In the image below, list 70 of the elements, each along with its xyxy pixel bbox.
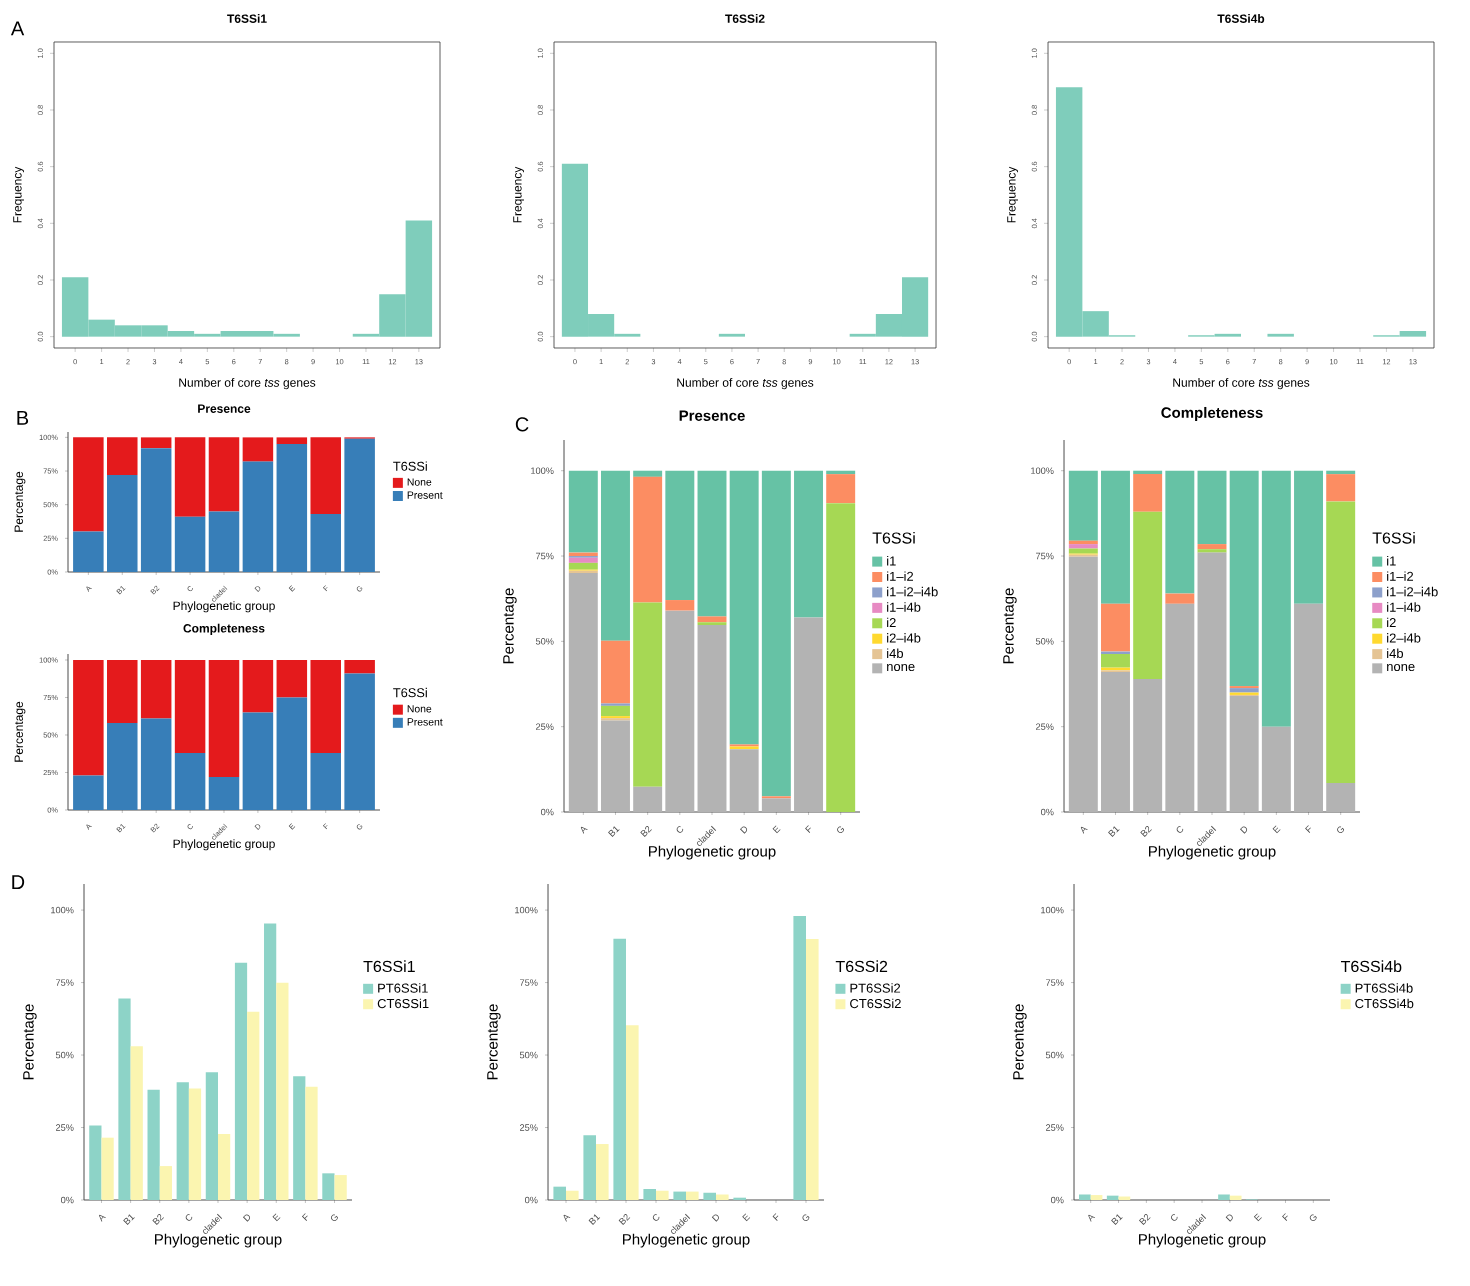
bar xyxy=(1101,603,1130,652)
bar xyxy=(334,1175,347,1200)
bar xyxy=(322,1173,335,1200)
bar xyxy=(793,915,806,1200)
bar xyxy=(568,562,598,570)
bar xyxy=(1326,474,1356,502)
bar xyxy=(697,470,727,617)
text: C xyxy=(515,417,529,432)
bar xyxy=(174,516,206,572)
text: B xyxy=(17,411,29,425)
bar xyxy=(806,939,819,1200)
legend-title: T6SSi2 xyxy=(835,960,888,973)
bar xyxy=(174,437,206,517)
bar xyxy=(205,1072,218,1200)
legend-title: T6SSi xyxy=(872,531,915,544)
bar xyxy=(697,616,727,623)
bar xyxy=(601,640,630,704)
bar xyxy=(234,962,248,1200)
bar xyxy=(716,1194,729,1200)
bar xyxy=(101,1137,114,1200)
bar xyxy=(242,712,274,810)
bar xyxy=(686,1191,699,1200)
bar xyxy=(176,1082,189,1200)
bar xyxy=(656,1190,669,1200)
bar xyxy=(583,1135,596,1200)
bar xyxy=(1197,552,1227,812)
bar xyxy=(208,659,240,777)
bar xyxy=(208,511,240,572)
bar xyxy=(1068,548,1098,554)
text: D xyxy=(12,875,25,890)
bar xyxy=(242,461,274,572)
legend-title: T6SSi xyxy=(1372,531,1415,544)
bar xyxy=(247,1011,260,1200)
bar xyxy=(826,474,856,504)
bar xyxy=(276,982,289,1200)
bar xyxy=(242,437,274,462)
bar xyxy=(218,1133,231,1200)
text: A xyxy=(10,21,25,36)
bar xyxy=(626,1025,639,1200)
bar xyxy=(147,1089,160,1200)
bar xyxy=(596,1144,609,1200)
bar xyxy=(613,938,627,1200)
bar xyxy=(130,1046,143,1200)
bar xyxy=(1197,470,1227,545)
bar xyxy=(188,1088,202,1200)
bar xyxy=(1133,474,1163,512)
bar xyxy=(643,1188,657,1200)
bar xyxy=(264,923,277,1200)
bar xyxy=(159,1166,172,1200)
bar xyxy=(568,557,598,563)
bar xyxy=(703,1192,717,1200)
bar xyxy=(305,1086,318,1200)
bar xyxy=(293,1076,306,1200)
legend-title: T6SSi1 xyxy=(363,960,415,973)
bar xyxy=(1165,593,1195,604)
bar xyxy=(553,1186,567,1200)
bar xyxy=(174,753,206,810)
bar xyxy=(697,624,727,812)
bar xyxy=(118,998,131,1200)
bar xyxy=(1326,501,1356,783)
bar xyxy=(89,1125,102,1200)
legend-title: T6SSi4b xyxy=(1341,960,1402,973)
bar xyxy=(673,1191,686,1200)
bar xyxy=(242,659,274,713)
bar xyxy=(826,503,856,812)
bar xyxy=(208,776,240,810)
bar xyxy=(566,1190,579,1200)
bar xyxy=(174,659,206,753)
bar xyxy=(1197,544,1227,550)
bar xyxy=(208,437,240,512)
